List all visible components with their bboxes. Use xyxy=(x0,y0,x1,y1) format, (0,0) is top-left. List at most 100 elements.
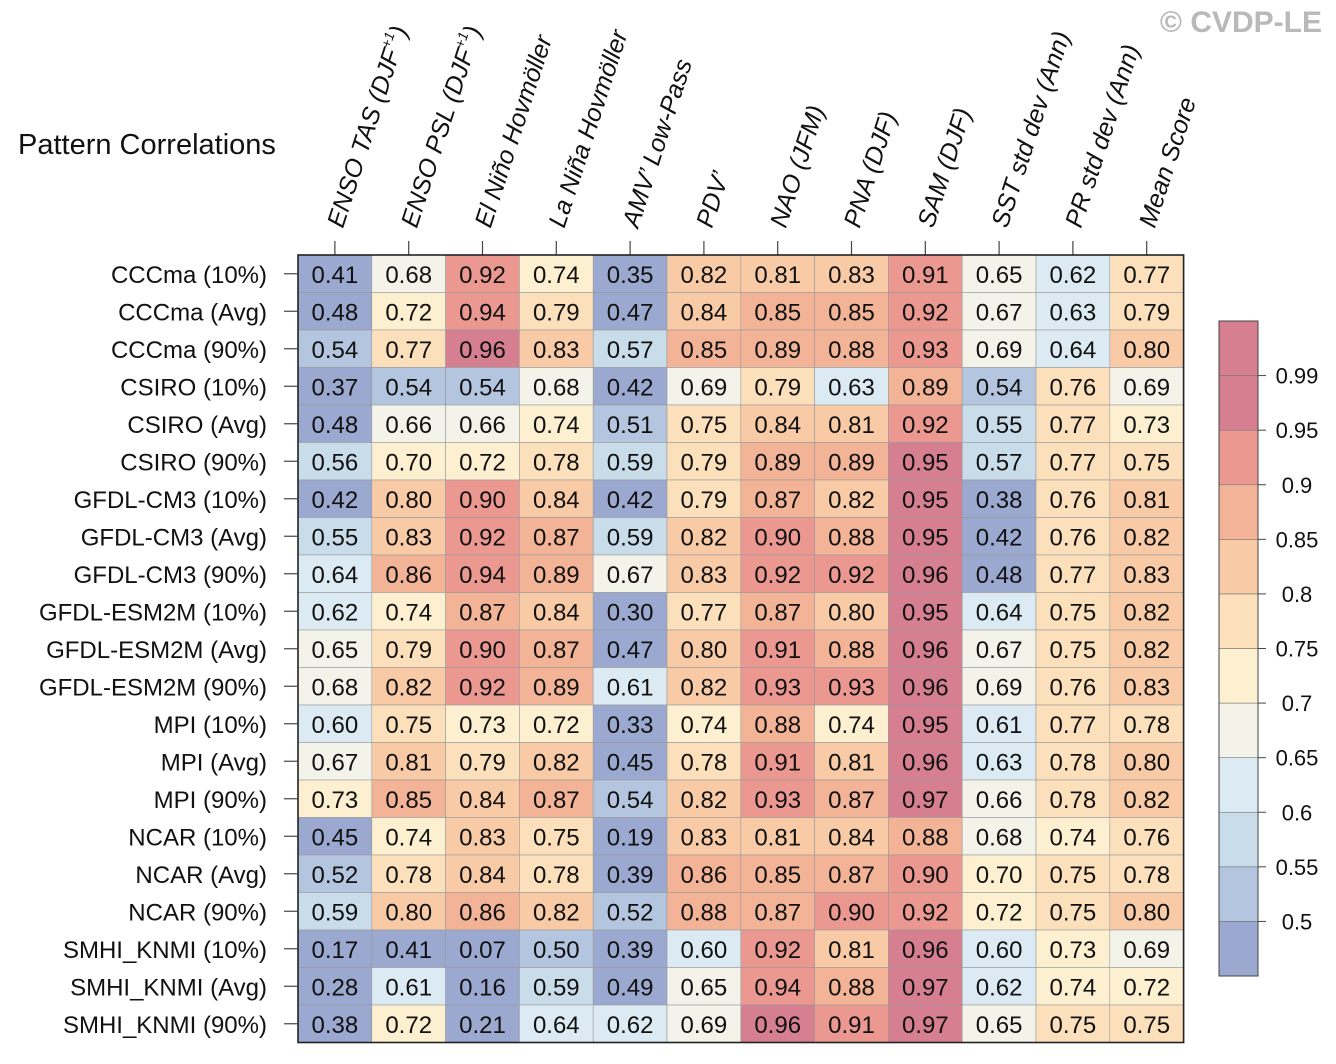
heatmap-cell xyxy=(888,704,963,743)
row-label: CSIRO (Avg) xyxy=(127,412,267,439)
cell-value-label: 0.96 xyxy=(902,749,949,776)
cell-value-label: 0.81 xyxy=(754,824,801,851)
heatmap-cell xyxy=(961,929,1037,968)
cell-value-label: 0.75 xyxy=(1050,899,1097,926)
cell-value-label: 0.72 xyxy=(385,1012,432,1039)
heatmap-cell xyxy=(888,329,963,368)
cell-value-label: 0.83 xyxy=(681,824,728,851)
cell-value-label: 0.96 xyxy=(902,562,949,589)
cell-value-label: 0.49 xyxy=(607,974,654,1001)
heatmap-cell xyxy=(297,667,373,706)
heatmap-cell xyxy=(814,292,889,331)
column-labels: ENSO TAS (DJF+1)ENSO PSL (DJF+1)El Niño … xyxy=(322,22,1202,255)
heatmap-cell xyxy=(519,517,594,556)
cell-value-label: 0.90 xyxy=(459,637,506,664)
cell-value-label: 0.75 xyxy=(533,824,580,851)
cell-value-label: 0.76 xyxy=(1050,674,1097,701)
heatmap-cell xyxy=(445,854,520,893)
cell-value-label: 0.60 xyxy=(312,712,359,739)
cell-value-label: 0.62 xyxy=(1050,262,1097,289)
cell-value-label: 0.62 xyxy=(312,599,359,626)
heatmap-cell xyxy=(445,479,520,518)
heatmap-cell xyxy=(1035,1004,1111,1043)
cell-value-label: 0.81 xyxy=(1123,487,1170,514)
colorbar-tick-label: 0.6 xyxy=(1282,800,1313,825)
cell-value-label: 0.56 xyxy=(312,449,359,476)
cell-value-label: 0.80 xyxy=(681,637,728,664)
heatmap-cell xyxy=(961,704,1037,743)
heatmap-cell xyxy=(814,1004,889,1043)
row-label: SMHI_KNMI (Avg) xyxy=(70,974,267,1001)
heatmap-cell xyxy=(961,592,1037,631)
cell-value-label: 0.87 xyxy=(828,862,875,889)
cell-value-label: 0.78 xyxy=(533,449,580,476)
cell-value-label: 0.82 xyxy=(828,487,875,514)
cell-value-label: 0.95 xyxy=(902,712,949,739)
cell-value-label: 0.75 xyxy=(1050,862,1097,889)
cell-value-label: 0.87 xyxy=(533,637,580,664)
heatmap-cell xyxy=(592,817,668,856)
column-label: El Niño Hovmöller xyxy=(470,30,559,231)
cell-value-label: 0.07 xyxy=(459,937,506,964)
heatmap-cell xyxy=(814,629,889,668)
row-label: GFDL-ESM2M (Avg) xyxy=(46,637,267,664)
heatmap-cell xyxy=(888,967,963,1006)
colorbar-bin xyxy=(1218,375,1259,431)
heatmap-cell xyxy=(666,742,742,781)
cell-value-label: 0.85 xyxy=(385,787,432,814)
cell-value-label: 0.83 xyxy=(1123,562,1170,589)
heatmap-cell xyxy=(740,479,815,518)
cell-value-label: 0.81 xyxy=(828,937,875,964)
cell-value-label: 0.67 xyxy=(976,637,1023,664)
heatmap-cell xyxy=(961,479,1037,518)
heatmap-cell xyxy=(445,779,520,818)
cell-value-label: 0.94 xyxy=(459,562,506,589)
heatmap-cell xyxy=(888,367,963,406)
cell-value-label: 0.82 xyxy=(1123,524,1170,551)
cell-value-label: 0.79 xyxy=(681,449,728,476)
cell-value-label: 0.84 xyxy=(828,824,875,851)
cell-value-label: 0.88 xyxy=(828,637,875,664)
heatmap-cell xyxy=(297,592,373,631)
heatmap-cell xyxy=(297,554,373,593)
heatmap-cell xyxy=(1035,254,1111,293)
cell-value-label: 0.88 xyxy=(754,712,801,739)
heatmap-cell xyxy=(814,667,889,706)
column-label: SAM (DJF) xyxy=(912,105,977,231)
cell-value-label: 0.67 xyxy=(312,749,359,776)
colorbar-bin xyxy=(1218,811,1259,868)
cell-value-label: 0.60 xyxy=(681,937,728,964)
heatmap-cell xyxy=(1035,667,1111,706)
colorbar-bin xyxy=(1218,429,1259,486)
cell-value-label: 0.37 xyxy=(312,374,359,401)
cell-value-label: 0.89 xyxy=(902,374,949,401)
heatmap-cell xyxy=(371,1004,446,1043)
cell-value-label: 0.28 xyxy=(312,974,359,1001)
heatmap-cell xyxy=(371,292,446,331)
heatmap-cell xyxy=(666,892,742,931)
cell-value-label: 0.87 xyxy=(533,787,580,814)
cell-value-label: 0.64 xyxy=(312,562,359,589)
heatmap-cell xyxy=(740,892,815,931)
colorbar-tick-label: 0.7 xyxy=(1282,691,1313,716)
cell-value-label: 0.87 xyxy=(828,787,875,814)
colorbar-tick-label: 0.5 xyxy=(1282,909,1313,934)
cell-value-label: 0.92 xyxy=(902,299,949,326)
cell-value-label: 0.74 xyxy=(385,824,432,851)
cell-value-label: 0.90 xyxy=(828,899,875,926)
heatmap-cell xyxy=(814,479,889,518)
cell-value-label: 0.96 xyxy=(902,937,949,964)
heatmap-cell xyxy=(740,967,815,1006)
cell-value-label: 0.76 xyxy=(1050,487,1097,514)
cell-value-label: 0.82 xyxy=(385,674,432,701)
heatmap-cell xyxy=(888,517,963,556)
cell-value-label: 0.59 xyxy=(312,899,359,926)
heatmap-cell xyxy=(519,704,594,743)
heatmap-cell xyxy=(888,929,963,968)
heatmap-cell xyxy=(519,892,594,931)
cell-value-label: 0.64 xyxy=(533,1012,580,1039)
heatmap-cell xyxy=(888,479,963,518)
cell-value-label: 0.76 xyxy=(1123,824,1170,851)
cell-value-label: 0.94 xyxy=(459,299,506,326)
heatmap-cell xyxy=(445,592,520,631)
